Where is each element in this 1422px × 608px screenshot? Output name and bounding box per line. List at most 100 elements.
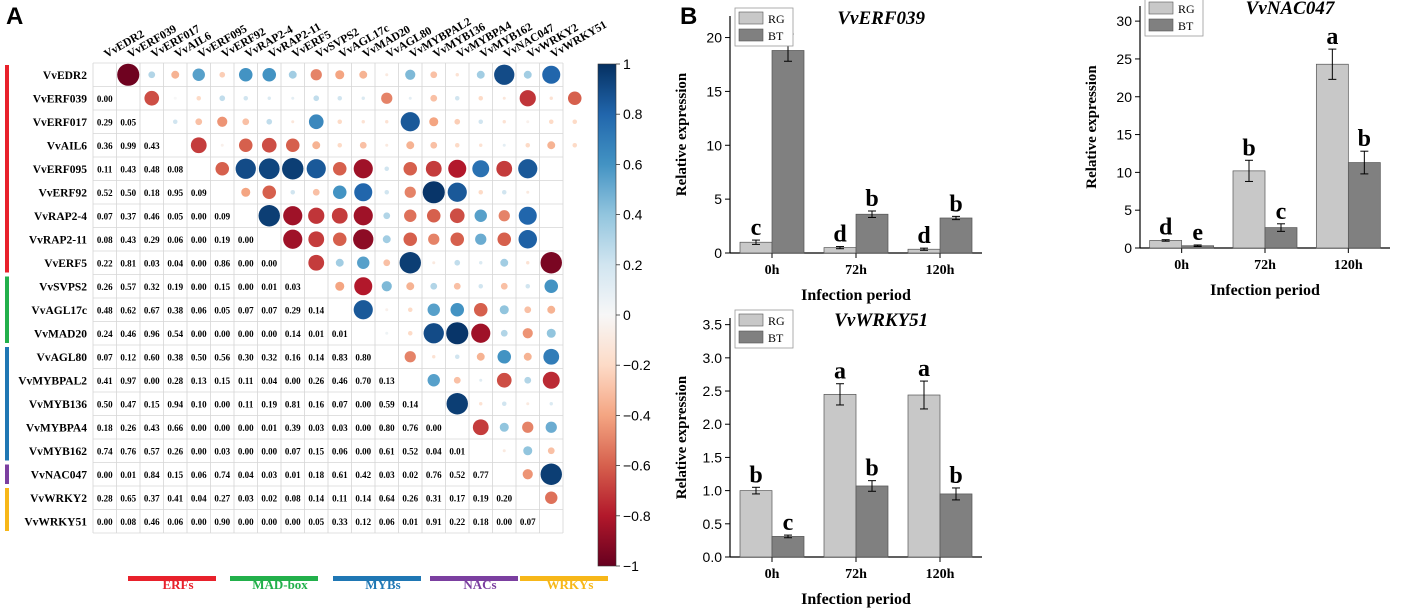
p-value-label: 0.00	[355, 423, 371, 433]
correlation-circle	[523, 446, 533, 456]
significance-letter: d	[833, 222, 847, 248]
correlation-circle	[238, 138, 253, 153]
panel-label-a: A	[6, 3, 23, 30]
correlation-circle	[337, 142, 343, 148]
y-tick-label: 2.5	[703, 383, 723, 399]
p-value-label: 0.07	[97, 352, 113, 362]
significance-letter: c	[751, 215, 762, 241]
p-value-label: 0.41	[97, 376, 113, 386]
row-label: VvEDR2	[43, 70, 87, 82]
correlation-circle	[540, 463, 562, 485]
p-value-label: 0.52	[449, 470, 465, 480]
correlation-circle	[471, 323, 491, 343]
p-value-label: 0.18	[308, 470, 324, 480]
group-legend-bar	[520, 576, 608, 581]
significance-letter: a	[918, 356, 930, 382]
p-value-label: 0.07	[261, 305, 277, 315]
y-tick-label: 25	[1116, 51, 1132, 67]
y-tick-label: 0.5	[703, 516, 723, 532]
p-value-label: 0.18	[97, 423, 113, 433]
p-value-label: 0.14	[308, 305, 324, 315]
colorbar-tick-label: −1	[623, 558, 639, 574]
colorbar-tick-label: 0.2	[623, 257, 643, 273]
p-value-label: 0.26	[167, 446, 183, 456]
p-value-label: 0.00	[191, 211, 207, 221]
correlation-circle	[381, 281, 392, 292]
correlation-circle	[526, 190, 530, 194]
p-value-label: 0.57	[120, 282, 136, 292]
p-value-label: 0.00	[214, 423, 230, 433]
p-value-label: 0.29	[144, 235, 160, 245]
y-tick-label: 2.0	[703, 416, 723, 432]
correlation-circle	[332, 232, 347, 247]
correlation-circle	[310, 69, 322, 81]
correlation-circle	[291, 96, 295, 100]
colorbar-tick-label: 0.6	[623, 156, 643, 172]
y-axis-label: Relative expression	[674, 72, 690, 196]
p-value-label: 0.91	[426, 517, 442, 527]
x-tick-label: 120h	[926, 263, 955, 278]
p-value-label: 0.00	[238, 329, 254, 339]
p-value-label: 0.86	[214, 258, 230, 268]
correlation-circle	[455, 73, 459, 77]
row-label: VvMYBPA4	[26, 422, 87, 434]
y-axis-label: Relative expression	[1084, 65, 1100, 189]
p-value-label: 0.00	[97, 470, 113, 480]
p-value-label: 0.99	[120, 141, 136, 151]
correlation-circle	[262, 185, 277, 200]
correlation-circle	[522, 328, 533, 339]
correlation-circle	[404, 209, 417, 222]
p-value-label: 0.42	[355, 470, 371, 480]
significance-letter: a	[834, 359, 846, 385]
correlation-circle	[496, 372, 512, 388]
correlation-circle	[526, 261, 530, 265]
group-legend-label: NACs	[463, 577, 496, 592]
correlation-circle	[117, 63, 140, 86]
p-value-label: 0.29	[285, 305, 301, 315]
correlation-circle	[283, 206, 303, 226]
p-value-label: 0.00	[238, 258, 254, 268]
p-value-label: 0.11	[238, 376, 254, 386]
p-value-label: 0.28	[167, 376, 183, 386]
y-tick-label: 15	[1116, 127, 1132, 143]
bar-rg	[739, 490, 773, 558]
bar-bt	[939, 217, 973, 254]
correlation-circle	[332, 161, 347, 176]
p-value-label: 0.16	[308, 399, 324, 409]
p-value-label: 0.19	[214, 235, 230, 245]
row-label: VvAGL80	[37, 352, 88, 364]
p-value-label: 0.43	[144, 423, 160, 433]
colorbar-tick-label: 0	[623, 307, 631, 323]
p-value-label: 0.00	[97, 517, 113, 527]
correlation-circle	[215, 161, 230, 176]
correlation-circle	[523, 352, 532, 361]
correlation-circle	[361, 120, 365, 124]
correlation-circle	[282, 158, 304, 180]
correlation-circle	[238, 67, 253, 82]
correlation-circle	[519, 90, 536, 107]
group-legend-bar	[230, 576, 318, 581]
significance-letter: b	[949, 191, 962, 217]
p-value-label: 0.02	[402, 470, 418, 480]
correlation-circle	[449, 208, 465, 224]
p-value-label: 0.37	[120, 211, 136, 221]
p-value-label: 0.64	[379, 493, 395, 503]
correlation-circle	[479, 402, 483, 406]
y-tick-label: 1.5	[703, 449, 723, 465]
correlation-circle	[497, 232, 512, 247]
significance-letter: b	[865, 456, 878, 482]
bar-chart: 0.00.51.01.52.02.53.03.50hbc72hab120habV…	[674, 309, 982, 608]
x-tick-label: 120h	[1334, 258, 1363, 273]
correlation-circle	[474, 209, 487, 222]
p-value-label: 0.12	[355, 517, 371, 527]
significance-letter: a	[1326, 24, 1338, 50]
p-value-label: 0.07	[332, 399, 348, 409]
correlation-circle	[524, 376, 532, 384]
row-label: VvMYBPAL2	[18, 375, 87, 387]
p-value-label: 0.07	[238, 305, 254, 315]
p-value-label: 0.00	[238, 282, 254, 292]
row-label: VvSVPS2	[39, 281, 87, 293]
correlation-circle	[384, 166, 390, 172]
row-label: VvERF92	[38, 187, 87, 199]
